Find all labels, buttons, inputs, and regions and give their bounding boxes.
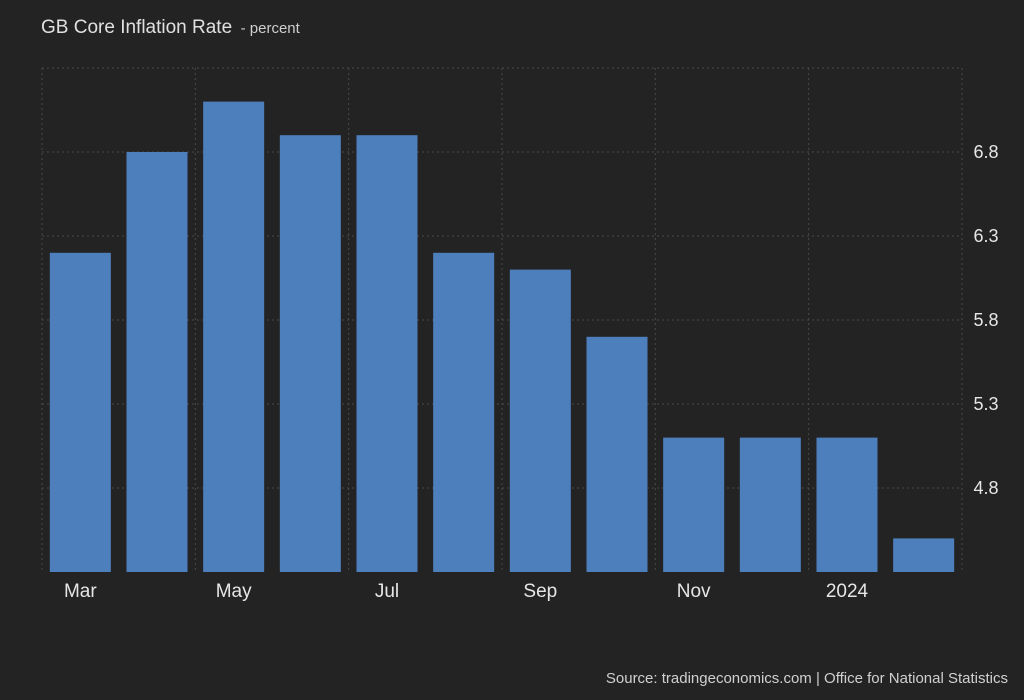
x-tick-label: 2024 bbox=[826, 581, 869, 602]
x-tick-label: Nov bbox=[677, 581, 711, 602]
bar-jul bbox=[356, 135, 418, 572]
bar-may bbox=[203, 101, 265, 572]
x-tick-label: Mar bbox=[64, 581, 97, 602]
y-tick-label: 4.8 bbox=[973, 478, 998, 498]
chart-title: GB Core Inflation Rate bbox=[41, 17, 233, 38]
bar-feb bbox=[893, 538, 955, 572]
y-tick-label: 5.8 bbox=[973, 310, 998, 330]
x-tick-label: Jul bbox=[375, 581, 399, 602]
source-note: Source: tradingeconomics.com | Office fo… bbox=[605, 670, 1008, 687]
bar-mar bbox=[49, 252, 111, 573]
y-tick-label: 5.3 bbox=[973, 394, 998, 414]
bar-jun bbox=[279, 135, 341, 572]
chart-subtitle: - percent bbox=[240, 20, 300, 37]
bar-2024 bbox=[816, 437, 878, 572]
bar-nov bbox=[663, 437, 725, 572]
x-tick-label: May bbox=[216, 581, 252, 602]
bar-oct bbox=[586, 336, 648, 572]
chart-title-block: GB Core Inflation Rate - percent bbox=[41, 17, 300, 39]
y-tick-label: 6.8 bbox=[973, 142, 998, 162]
y-tick-label: 6.3 bbox=[973, 226, 998, 246]
bar-aug bbox=[433, 252, 495, 573]
bar-apr bbox=[126, 152, 188, 572]
bar-sep bbox=[509, 269, 571, 572]
bar-dec bbox=[739, 437, 801, 572]
x-tick-label: Sep bbox=[523, 581, 557, 602]
